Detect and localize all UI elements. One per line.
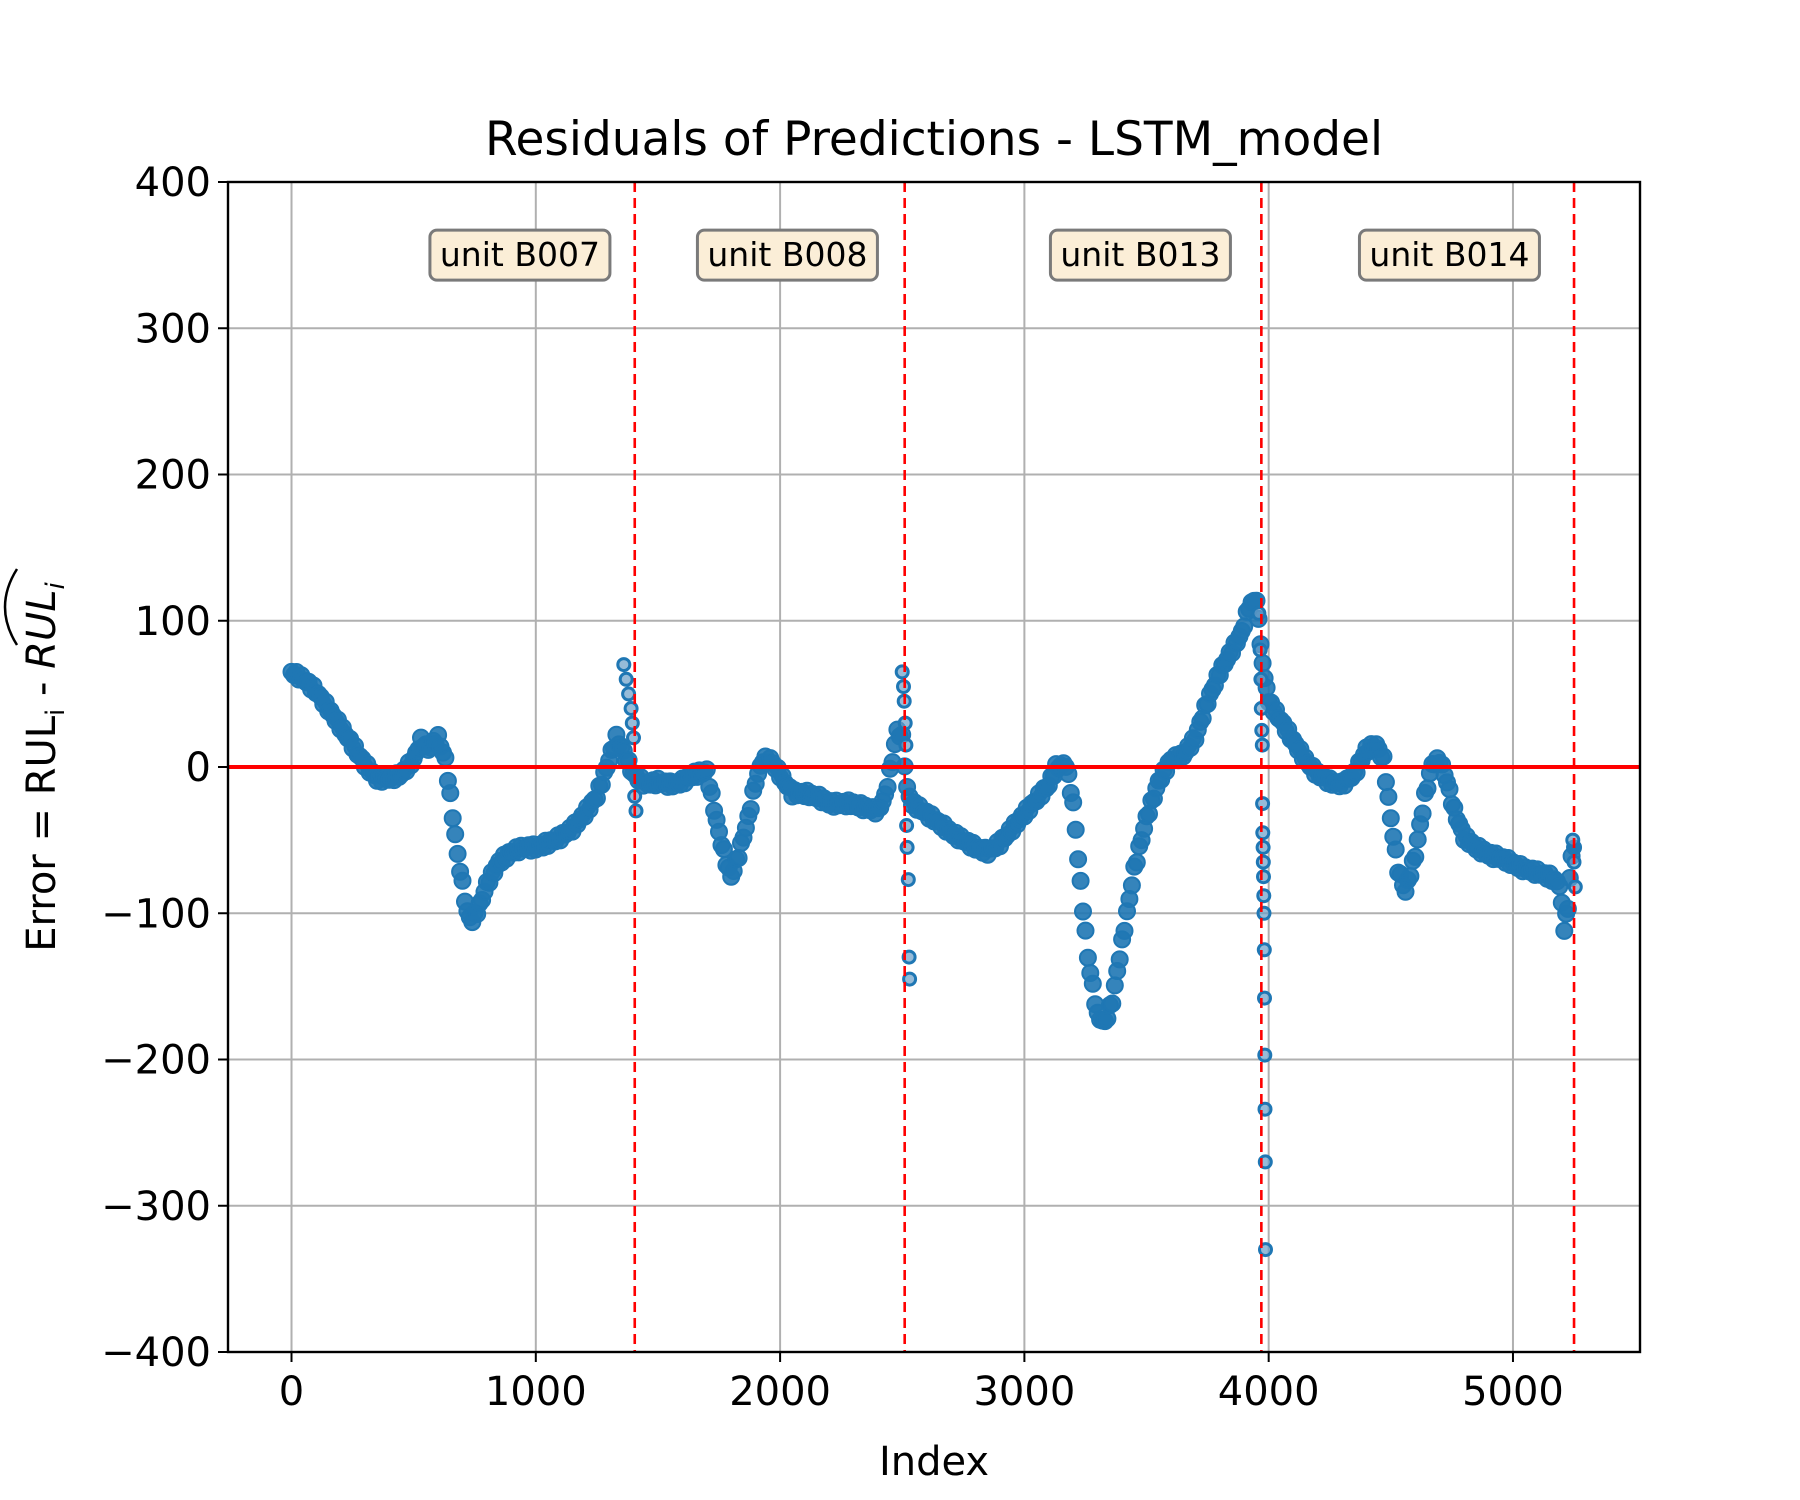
unit-annotation-label: unit B013 [1060, 235, 1220, 274]
data-point [1074, 902, 1092, 921]
y-tick-label: 100 [135, 599, 211, 645]
data-point [1440, 780, 1459, 799]
chart-title: Residuals of Predictions - LSTM_model [485, 112, 1383, 167]
data-point [1374, 747, 1393, 766]
outlier-point [899, 839, 915, 855]
data-point [741, 800, 760, 819]
y-tick-label: −100 [101, 891, 211, 937]
data-point [453, 871, 472, 890]
data-point [729, 849, 748, 867]
data-point [1066, 820, 1085, 839]
data-point [1122, 876, 1141, 895]
data-point [1381, 809, 1400, 828]
data-point [1413, 804, 1432, 823]
data-point [443, 809, 462, 828]
data-point [446, 825, 465, 844]
data-point [1115, 921, 1134, 940]
x-tick-label: 3000 [973, 1369, 1075, 1415]
unit-annotation-box [695, 228, 879, 282]
outlier-point [624, 715, 640, 731]
data-point [1127, 853, 1146, 872]
data-point [436, 748, 455, 767]
y-axis-label-hat-mark [3, 568, 19, 646]
x-tick-label: 1000 [485, 1369, 587, 1415]
outlier-point [1255, 839, 1271, 855]
y-axis-label-dash: - [19, 669, 65, 709]
data-point [1103, 994, 1122, 1013]
outlier-point [902, 971, 918, 987]
outlier-point [616, 657, 632, 673]
outlier-point [618, 671, 634, 687]
data-point [1110, 950, 1129, 969]
data-point [1064, 793, 1083, 812]
data-point [1386, 840, 1405, 859]
outlier-point [1251, 605, 1267, 621]
unit-annotation-box [1357, 228, 1541, 282]
data-point [1555, 921, 1574, 940]
outlier-point [901, 949, 917, 965]
y-tick-label: 0 [186, 745, 211, 791]
unit-annotation: unit B008 [695, 228, 879, 282]
outlier-point [894, 664, 910, 680]
x-axis-label: Index [879, 1439, 989, 1485]
data-point [702, 784, 721, 803]
y-axis-label-sub2: i [41, 581, 71, 589]
unit-annotation-label: unit B007 [440, 235, 600, 274]
y-tick-label: 200 [135, 453, 211, 499]
data-point [1401, 867, 1420, 886]
unit-annotation-layer: unit B007 unit B008 unit B013 unit B014 [428, 228, 1541, 282]
y-axis-label: Error = RULi - RULi [3, 568, 71, 952]
data-point [1069, 850, 1088, 869]
outlier-point [1255, 825, 1271, 841]
x-tick-label: 5000 [1462, 1369, 1564, 1415]
data-layer [282, 591, 1583, 1258]
outlier-point [621, 686, 637, 702]
y-tick-label: −200 [101, 1038, 211, 1084]
x-tick-label: 2000 [729, 1369, 831, 1415]
unit-annotation: unit B013 [1048, 228, 1232, 282]
data-point [878, 778, 897, 796]
unit-annotation-box [1048, 228, 1232, 282]
outlier-point [899, 818, 915, 833]
y-tick-label: 400 [135, 160, 211, 206]
y-tick-label: 300 [135, 306, 211, 352]
data-point [1379, 787, 1398, 806]
x-tick-label: 0 [279, 1369, 304, 1415]
x-tick-label: 4000 [1218, 1369, 1320, 1415]
data-point [448, 844, 467, 863]
y-tick-label: −400 [101, 1330, 211, 1376]
unit-annotation: unit B014 [1357, 228, 1541, 282]
svg-text:Error = RULi - RULi: Error = RULi - RULi [19, 581, 71, 951]
data-point [1071, 871, 1090, 890]
data-point [1083, 974, 1102, 993]
y-axis-label-sub1: i [41, 709, 71, 716]
unit-annotation-label: unit B008 [707, 235, 867, 274]
tick-layer: 0 1000 2000 3000 4000 50004003002001000−100−2… [101, 160, 1564, 1415]
data-point [1408, 830, 1427, 849]
y-axis-label-hat: RUL [19, 589, 65, 668]
unit-annotation-label: unit B014 [1369, 235, 1529, 274]
y-axis-label-prefix: Error = RUL [19, 715, 65, 952]
data-point [1076, 921, 1095, 940]
outlier-point [1256, 869, 1271, 885]
y-tick-label: −300 [101, 1184, 211, 1230]
outlier-point [1255, 854, 1271, 870]
data-point [1418, 779, 1437, 798]
data-point [441, 784, 460, 803]
data-point [1558, 899, 1577, 918]
outlier-point [1256, 888, 1272, 904]
data-point [1078, 948, 1097, 967]
data-point [697, 760, 716, 779]
unit-annotation: unit B007 [428, 228, 612, 282]
outlier-point [1256, 905, 1272, 921]
unit-boundary-layer [633, 182, 1576, 1352]
unit-annotation-box [428, 228, 612, 282]
data-point [1105, 976, 1124, 995]
data-point [1406, 847, 1425, 866]
data-point [1376, 773, 1395, 792]
